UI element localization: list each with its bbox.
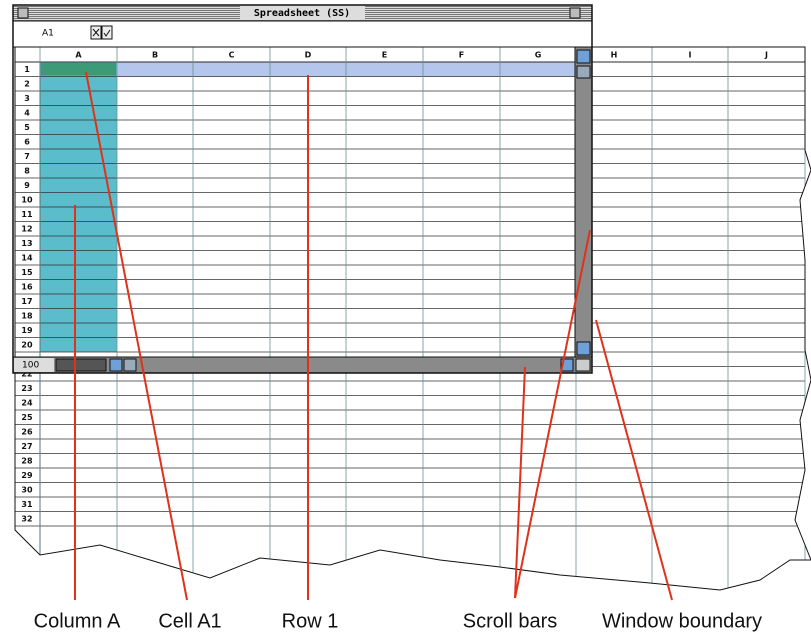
row-number: 5 [24,123,30,132]
column-header: C [229,51,235,60]
row-number: 26 [21,427,33,436]
column-header: I [689,51,692,60]
column-header-row [15,47,805,62]
row-number: 14 [21,253,33,262]
row-number: 29 [21,471,33,480]
callout-label: Row 1 [282,610,339,632]
row-number: 25 [21,413,33,422]
row-number: 2 [24,79,30,88]
scroll-thumb[interactable] [577,66,590,78]
column-header: J [764,51,768,60]
scroll-left-arrow[interactable] [110,359,122,371]
zoom-box[interactable] [570,8,580,18]
row-number: 11 [21,210,33,219]
close-box[interactable] [18,8,28,18]
row-number: 19 [21,326,33,335]
row-number: 8 [24,166,30,175]
row-number: 3 [24,94,30,103]
column-header: G [535,51,542,60]
row-number: 1 [24,65,30,74]
page: {"window": {"title": "Spreadsheet (SS)",… [0,0,811,637]
row-number: 24 [21,398,33,407]
scroll-up-arrow[interactable] [577,50,590,63]
scroll-down-arrow[interactable] [577,342,590,355]
callout-label: Column A [34,610,121,632]
row-number: 4 [24,108,30,117]
vertical-scroll-bar[interactable] [575,47,592,358]
diagram: ABCDEFGHIJ123456789101112131415161718192… [0,0,811,637]
zoom-level: 100 [22,361,39,371]
row-number: 7 [24,152,30,161]
row-number: 20 [21,340,33,349]
row-number: 13 [21,239,32,248]
window-title: Spreadsheet (SS) [254,8,350,19]
row-number: 18 [21,311,33,320]
size-box[interactable] [576,359,590,371]
column-header: B [152,51,158,60]
row-number: 17 [21,297,32,306]
column-header: F [459,51,464,60]
row-number: 9 [24,181,30,190]
callout-label: Cell A1 [158,610,221,632]
accept-button[interactable] [102,26,112,39]
row-number: 6 [24,137,30,146]
row-number: 16 [21,282,33,291]
column-header: H [611,51,618,60]
row-number: 28 [21,456,33,465]
column-header: D [305,51,312,60]
page-controls[interactable] [56,359,106,371]
scroll-thumb-h[interactable] [124,359,136,371]
row-number: 15 [21,268,33,277]
row-number: 10 [21,195,33,204]
row-number: 32 [21,514,32,523]
cell-a1-highlight [41,63,116,76]
row-number: 31 [21,500,33,509]
column-header: E [382,51,387,60]
callout-label: Window boundary [602,610,762,632]
cell-reference: A1 [42,29,54,39]
callout-label: Scroll bars [463,610,557,632]
row-number: 30 [21,485,33,494]
row-number: 12 [21,224,32,233]
column-header: A [75,51,82,60]
row-number: 27 [21,442,32,451]
row-number: 23 [21,384,32,393]
